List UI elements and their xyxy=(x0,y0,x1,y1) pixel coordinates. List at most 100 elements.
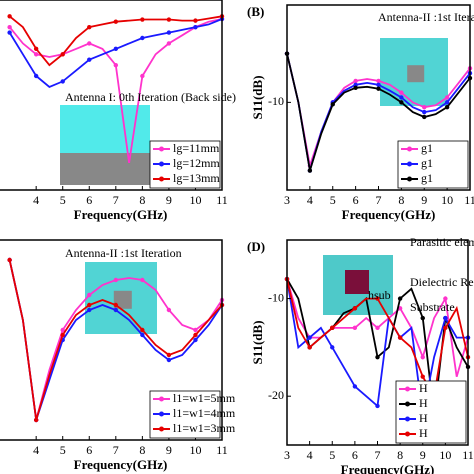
legend-label: H xyxy=(419,381,428,395)
series-marker xyxy=(7,24,12,30)
legend-marker xyxy=(405,416,410,422)
x-axis-title: Frequency(GHz) xyxy=(74,207,168,222)
legend-marker xyxy=(405,401,410,407)
series-marker xyxy=(140,17,145,22)
x-tick-label: 8 xyxy=(397,448,403,462)
series-marker xyxy=(7,14,12,19)
x-tick-label: 7 xyxy=(113,443,119,457)
x-tick-label: 4 xyxy=(33,193,39,207)
y-tick-label: -10 xyxy=(268,94,284,108)
series-marker xyxy=(140,277,145,283)
series-marker xyxy=(444,105,450,110)
series-marker xyxy=(420,315,425,321)
y-tick-label: -20 xyxy=(268,388,284,402)
series-marker xyxy=(140,73,145,79)
legend-label: l1=w1=3mm xyxy=(173,421,236,435)
series-marker xyxy=(397,306,403,311)
x-axis-title: Frequency(GHz) xyxy=(342,207,436,222)
x-tick-label: 4 xyxy=(33,443,39,457)
series-marker xyxy=(7,257,12,263)
series-marker xyxy=(87,41,92,46)
x-tick-label: 4 xyxy=(307,448,313,462)
series-marker xyxy=(193,327,198,333)
legend-marker xyxy=(159,396,164,402)
plot-frame xyxy=(0,239,223,441)
annotation: hsub xyxy=(368,288,391,302)
series-marker xyxy=(375,296,380,301)
x-tick-label: 6 xyxy=(352,448,358,462)
series-marker xyxy=(33,46,39,52)
series-marker xyxy=(422,109,427,115)
patch xyxy=(113,290,132,309)
patch xyxy=(407,65,425,83)
series-marker xyxy=(60,327,65,333)
legend-marker xyxy=(405,386,410,392)
x-tick-label: 6 xyxy=(86,443,92,457)
series-marker xyxy=(352,384,358,389)
x-tick-label: 11 xyxy=(462,448,474,462)
series-marker xyxy=(422,105,427,110)
legend-label: lg=11mm xyxy=(173,141,220,155)
legend-label: lg=12mm xyxy=(173,156,220,170)
series-marker xyxy=(60,79,65,84)
series-marker xyxy=(443,315,448,321)
x-tick-label: 6 xyxy=(86,193,92,207)
series-line xyxy=(8,18,223,88)
series-marker xyxy=(420,374,425,379)
legend-label: g1 xyxy=(421,156,433,170)
legend-label: g1 xyxy=(421,141,433,155)
x-tick-label: 8 xyxy=(398,193,404,207)
legend-marker xyxy=(159,411,164,417)
legend-label: H xyxy=(419,396,428,410)
series-marker xyxy=(422,114,427,120)
x-tick-label: 7 xyxy=(376,193,382,207)
x-tick-label: 3 xyxy=(284,448,290,462)
series-marker xyxy=(353,78,358,84)
x-tick-label: 9 xyxy=(420,448,426,462)
series-marker xyxy=(33,52,39,57)
x-tick-label: 5 xyxy=(60,193,66,207)
x-tick-label: 9 xyxy=(166,443,172,457)
series-marker xyxy=(87,24,92,30)
series-marker xyxy=(352,306,358,311)
series-marker xyxy=(443,296,448,301)
series-marker xyxy=(87,57,92,62)
x-tick-label: 8 xyxy=(139,193,145,207)
annotation: Substrate xyxy=(410,300,455,314)
series-marker xyxy=(375,354,380,360)
legend-marker xyxy=(159,426,164,432)
series-marker xyxy=(87,292,92,298)
series-marker xyxy=(376,86,381,91)
series-marker xyxy=(113,46,119,52)
series-marker xyxy=(330,325,335,331)
legend-label: H xyxy=(419,426,428,440)
series-marker xyxy=(60,52,65,57)
legend-marker xyxy=(405,431,410,437)
legend-marker xyxy=(159,161,164,167)
plot-frame xyxy=(0,0,223,191)
annotation: Antenna I: 0th Iteration (Back side) xyxy=(65,90,236,104)
series-marker xyxy=(166,17,172,22)
x-tick-label: 7 xyxy=(113,193,119,207)
x-tick-label: 5 xyxy=(330,193,336,207)
legend-marker xyxy=(407,176,412,182)
series-marker xyxy=(33,73,39,79)
x-tick-label: 11 xyxy=(216,193,228,207)
x-tick-label: 11 xyxy=(464,193,474,207)
resonator xyxy=(345,270,369,294)
x-tick-label: 10 xyxy=(441,193,453,207)
annotation: Parasitic elements formed Inverted Sierp… xyxy=(410,235,474,249)
series-marker xyxy=(60,332,65,338)
legend-label: lg=13mm xyxy=(173,171,220,185)
x-tick-label: 9 xyxy=(166,193,172,207)
x-tick-label: 9 xyxy=(421,193,427,207)
series-marker xyxy=(307,168,313,173)
x-tick-label: 3 xyxy=(284,193,290,207)
series-marker xyxy=(375,403,380,409)
series-marker xyxy=(353,85,358,90)
legend-marker xyxy=(407,146,412,152)
series-marker xyxy=(397,335,403,340)
x-tick-label: 5 xyxy=(329,448,335,462)
series-marker xyxy=(113,62,119,68)
series-marker xyxy=(397,296,403,301)
